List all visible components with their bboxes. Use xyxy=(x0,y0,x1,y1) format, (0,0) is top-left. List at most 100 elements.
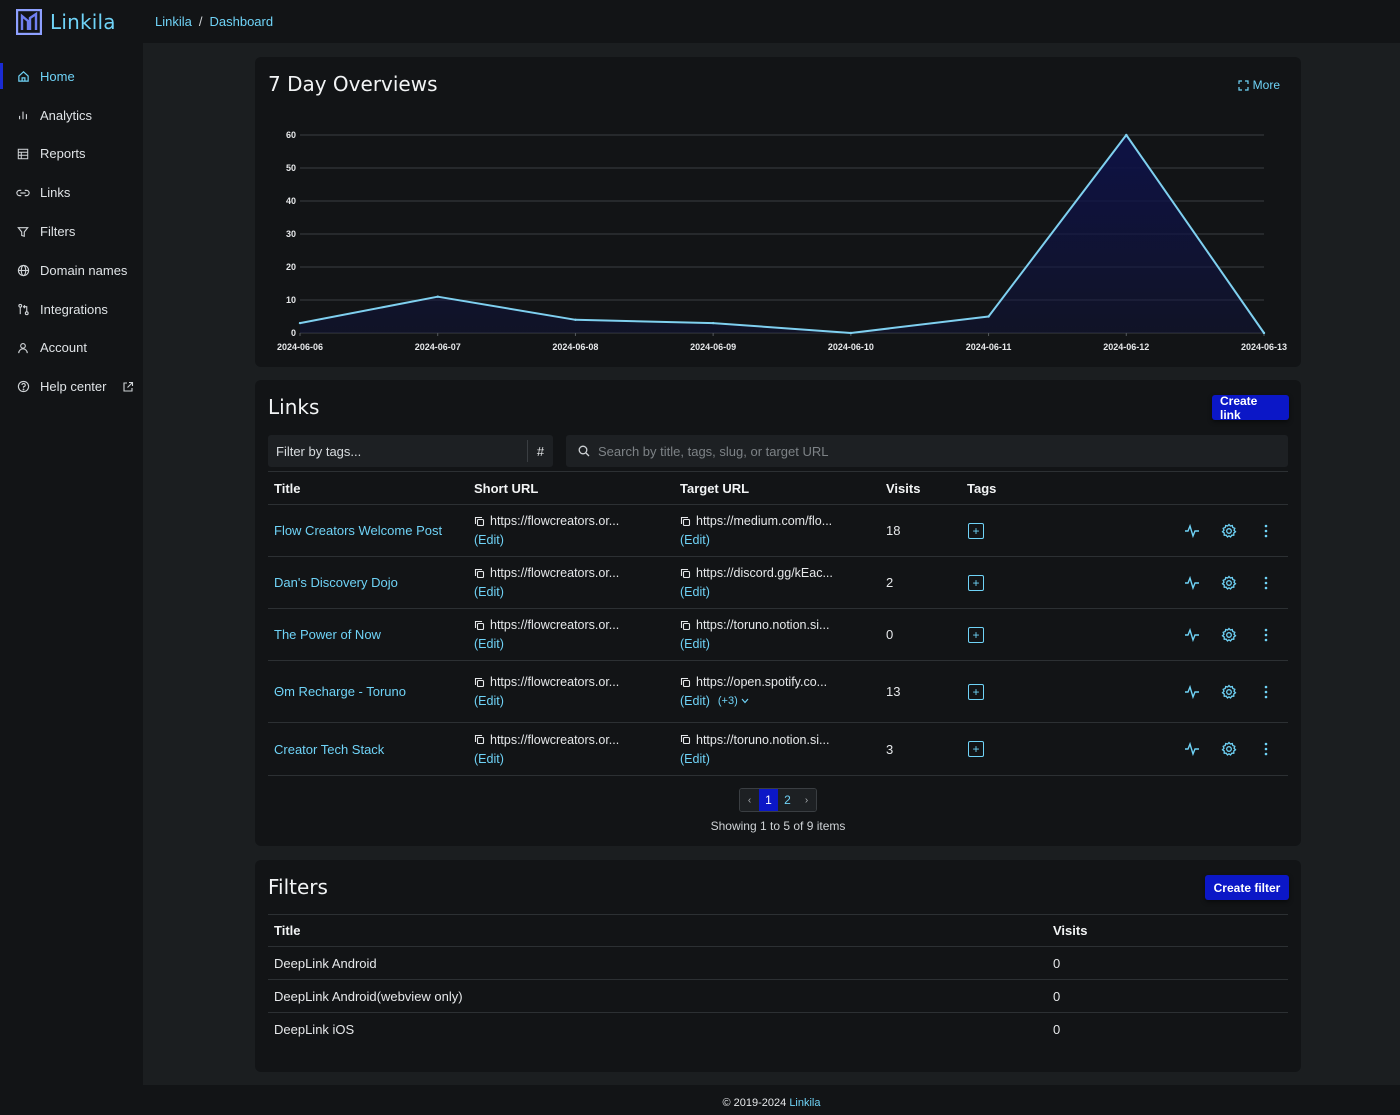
data-point xyxy=(711,321,715,325)
next-page-button[interactable]: › xyxy=(797,789,816,811)
copy-icon[interactable] xyxy=(680,568,691,579)
target-url: https://toruno.notion.si... xyxy=(696,732,830,747)
column-tags[interactable]: Tags xyxy=(967,480,997,496)
brand[interactable]: Linkila xyxy=(0,0,143,43)
edit-short-url-link[interactable]: (Edit) xyxy=(474,533,504,547)
breadcrumb-current[interactable]: Dashboard xyxy=(209,14,274,29)
more-link[interactable]: More xyxy=(1238,78,1280,92)
column-short-url[interactable]: Short URL xyxy=(474,480,539,496)
more-vertical-icon[interactable] xyxy=(1258,523,1274,539)
search-field[interactable] xyxy=(566,435,1288,467)
short-url: https://flowcreators.or... xyxy=(490,618,620,632)
activity-icon[interactable] xyxy=(1184,684,1200,700)
sidebar-item-account[interactable]: Account xyxy=(0,329,143,368)
table-row[interactable]: Θm Recharge - Toruno https://flowcreator… xyxy=(268,661,1288,723)
copy-icon[interactable] xyxy=(474,734,485,745)
activity-icon[interactable] xyxy=(1184,741,1200,757)
column-visits[interactable]: Visits xyxy=(1053,923,1088,938)
add-tag-button[interactable]: + xyxy=(968,741,984,757)
edit-target-url-link[interactable]: (Edit) xyxy=(680,637,710,651)
sidebar-item-reports[interactable]: Reports xyxy=(0,135,143,174)
more-vertical-icon[interactable] xyxy=(1258,627,1274,643)
more-targets-toggle[interactable]: (+3) xyxy=(718,695,749,707)
edit-short-url-link[interactable]: (Edit) xyxy=(474,751,504,766)
sidebar-item-integrations[interactable]: Integrations xyxy=(0,290,143,329)
more-vertical-icon[interactable] xyxy=(1258,575,1274,591)
linkila-logo-icon xyxy=(16,8,42,35)
sidebar-item-label: Home xyxy=(40,68,75,84)
search-input[interactable] xyxy=(598,443,1248,459)
more-vertical-icon[interactable] xyxy=(1258,741,1274,757)
copy-icon[interactable] xyxy=(680,516,691,527)
table-row[interactable]: Dan's Discovery Dojo https://flowcreator… xyxy=(268,557,1288,609)
table-row[interactable]: Flow Creators Welcome Post https://flowc… xyxy=(268,505,1288,557)
column-title[interactable]: Title xyxy=(274,480,301,496)
sidebar-item-help-center[interactable]: Help center xyxy=(0,367,143,406)
sidebar-item-home[interactable]: Home xyxy=(0,57,143,96)
edit-target-url-link[interactable]: (Edit) xyxy=(680,694,710,708)
sidebar-item-filters[interactable]: Filters xyxy=(0,212,143,251)
page-2-button[interactable]: 2 xyxy=(778,789,797,811)
gear-icon[interactable] xyxy=(1221,523,1237,539)
add-tag-button[interactable]: + xyxy=(968,626,984,643)
gear-icon[interactable] xyxy=(1221,684,1237,700)
link-title[interactable]: Creator Tech Stack xyxy=(274,741,385,757)
prev-page-button[interactable]: ‹ xyxy=(740,789,759,811)
table-row[interactable]: Creator Tech Stack https://flowcreators.… xyxy=(268,723,1288,776)
gear-icon[interactable] xyxy=(1221,627,1237,643)
series-line xyxy=(299,134,1265,334)
globe-icon xyxy=(16,263,30,277)
add-tag-button[interactable]: + xyxy=(968,683,984,700)
table-row[interactable]: The Power of Now https://flowcreators.or… xyxy=(268,609,1288,661)
copy-icon[interactable] xyxy=(680,620,691,631)
footer-brand-link[interactable]: Linkila xyxy=(789,1097,821,1109)
table-row[interactable]: DeepLink Android(webview only) 0 xyxy=(268,980,1288,1013)
table-row[interactable]: DeepLink Android 0 xyxy=(268,947,1288,980)
funnel-icon xyxy=(16,225,30,239)
create-filter-button[interactable]: Create filter xyxy=(1205,875,1289,900)
copy-icon[interactable] xyxy=(474,677,485,688)
copy-icon[interactable] xyxy=(474,516,485,527)
short-url: https://flowcreators.or... xyxy=(490,732,620,747)
link-title[interactable]: Dan's Discovery Dojo xyxy=(274,575,398,590)
link-title[interactable]: The Power of Now xyxy=(274,627,381,642)
x-tick-label: 2024-06-07 xyxy=(415,342,461,352)
activity-icon[interactable] xyxy=(1184,523,1200,539)
activity-icon[interactable] xyxy=(1184,575,1200,591)
copy-icon[interactable] xyxy=(474,568,485,579)
copy-icon[interactable] xyxy=(680,734,691,745)
gear-icon[interactable] xyxy=(1221,741,1237,757)
edit-target-url-link[interactable]: (Edit) xyxy=(680,585,710,599)
link-title[interactable]: Θm Recharge - Toruno xyxy=(274,684,406,699)
edit-target-url-link[interactable]: (Edit) xyxy=(680,751,710,766)
tag-filter-input[interactable]: Filter by tags... # xyxy=(268,435,553,467)
copy-icon[interactable] xyxy=(680,677,691,688)
edit-short-url-link[interactable]: (Edit) xyxy=(474,637,504,651)
more-vertical-icon[interactable] xyxy=(1258,684,1274,700)
gear-icon[interactable] xyxy=(1221,575,1237,591)
create-link-button[interactable]: Create link xyxy=(1212,394,1289,422)
edit-target-url-link[interactable]: (Edit) xyxy=(680,533,710,547)
edit-short-url-link[interactable]: (Edit) xyxy=(474,585,504,599)
short-url: https://flowcreators.or... xyxy=(490,675,620,689)
sidebar-item-domain-names[interactable]: Domain names xyxy=(0,251,143,290)
table-row[interactable]: DeepLink iOS 0 xyxy=(268,1013,1288,1046)
link-title[interactable]: Flow Creators Welcome Post xyxy=(274,523,443,538)
column-visits[interactable]: Visits xyxy=(886,480,921,496)
edit-short-url-link[interactable]: (Edit) xyxy=(474,694,504,708)
x-tick-label: 2024-06-11 xyxy=(966,342,1012,352)
breadcrumb-root[interactable]: Linkila xyxy=(155,14,192,29)
add-tag-button[interactable]: + xyxy=(968,574,984,591)
hash-button[interactable]: # xyxy=(527,440,553,462)
page-1-button[interactable]: 1 xyxy=(759,789,778,811)
column-target-url[interactable]: Target URL xyxy=(680,480,750,496)
sidebar-item-analytics[interactable]: Analytics xyxy=(0,96,143,135)
sidebar-item-links[interactable]: Links xyxy=(0,173,143,212)
add-tag-button[interactable]: + xyxy=(968,522,984,539)
user-icon xyxy=(16,341,30,355)
copy-icon[interactable] xyxy=(474,620,485,631)
home-icon xyxy=(16,69,30,83)
target-url: https://medium.com/flo... xyxy=(696,514,833,528)
column-title[interactable]: Title xyxy=(274,923,301,938)
activity-icon[interactable] xyxy=(1184,627,1200,643)
